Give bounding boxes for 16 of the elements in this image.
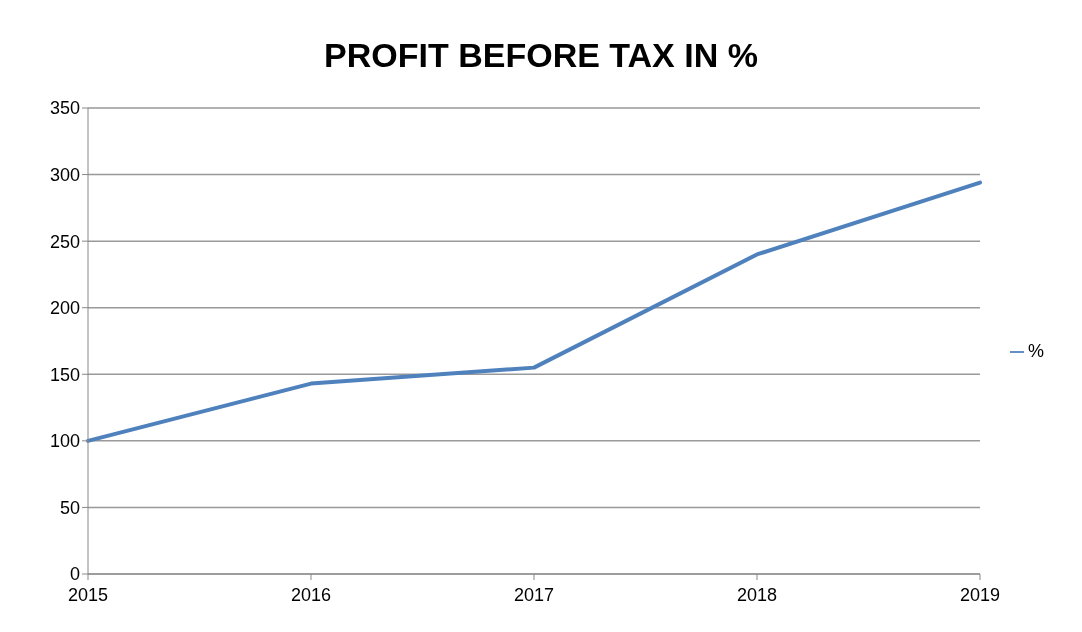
y-tick-label: 50 [59,497,80,518]
y-tick-label: 250 [49,231,80,252]
legend-label: % [1027,340,1044,361]
y-tick-label: 150 [49,364,80,385]
y-tick-label: 200 [49,298,80,319]
x-tick-label: 2017 [513,584,555,605]
x-tick-label: 2019 [959,584,1001,605]
y-tick-label: 350 [49,98,80,119]
x-tick-label: 2016 [290,584,332,605]
chart-title: PROFIT BEFORE TAX IN % [323,35,759,76]
y-tick-label: 0 [69,564,80,585]
x-tick-label: 2018 [736,584,778,605]
y-tick-label: 300 [49,164,80,185]
y-tick-label: 100 [49,431,80,452]
x-tick-label: 2015 [67,584,109,605]
line-series [86,180,982,443]
